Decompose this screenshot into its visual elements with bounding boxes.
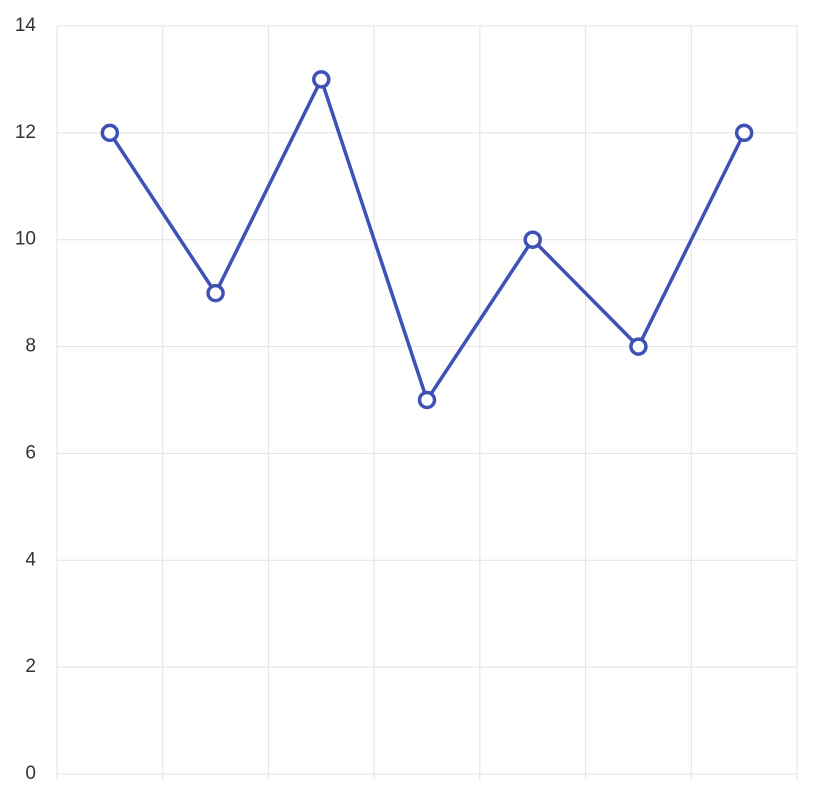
data-point [206, 283, 225, 303]
y-tick-label: 8 [25, 336, 36, 357]
y-tick-label: 4 [25, 549, 36, 570]
y-axis-ticks: 0 2 4 6 8 10 12 14 [15, 15, 37, 784]
y-tick-label: 12 [15, 122, 36, 143]
data-point [629, 337, 648, 356]
y-tick-label: 2 [25, 656, 36, 677]
data-point [312, 70, 331, 89]
y-tick-label: 6 [25, 442, 36, 463]
data-point [523, 230, 542, 249]
data-points [100, 70, 754, 410]
y-tick-label: 10 [15, 229, 36, 250]
y-tick-label: 14 [15, 15, 37, 36]
data-point [734, 123, 754, 143]
grid [56, 25, 798, 780]
data-point [100, 123, 120, 143]
y-tick-label: 0 [25, 763, 36, 784]
data-point [417, 390, 437, 410]
